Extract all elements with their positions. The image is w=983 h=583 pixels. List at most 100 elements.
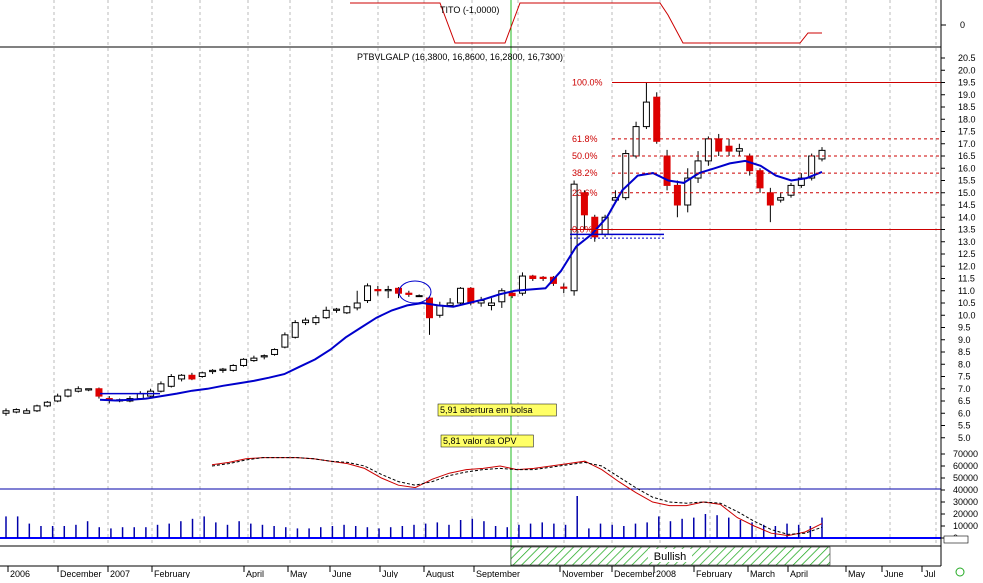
bot-ytick-label-6: 10000 <box>953 521 978 531</box>
candle <box>23 408 31 414</box>
candle <box>198 371 206 378</box>
candle-body <box>353 302 361 309</box>
candle-body <box>684 177 692 206</box>
candle <box>818 147 826 162</box>
candle-body <box>2 410 10 414</box>
candle-body <box>333 308 341 311</box>
main-ytick-label-1: 20.0 <box>958 65 976 75</box>
main-ytick-label-12: 14.5 <box>958 200 976 210</box>
main-ytick-label-17: 12.0 <box>958 261 976 271</box>
annotation-box-0 <box>437 403 557 417</box>
xtick-label-5: May <box>290 569 308 578</box>
bullish-label-bg <box>648 549 692 562</box>
annotation-text-0: 5,91 abertura em bolsa <box>440 405 533 415</box>
candle <box>777 192 785 203</box>
candle-body <box>529 275 537 279</box>
candle-body <box>23 410 31 414</box>
main-ytick-label-4: 18.5 <box>958 102 976 112</box>
candle <box>43 401 51 408</box>
main-ytick-label-8: 16.5 <box>958 151 976 161</box>
main-ytick-label-29: 6.0 <box>958 408 971 418</box>
candle-body <box>415 295 423 298</box>
candle-body <box>85 388 93 391</box>
candle <box>456 287 464 306</box>
candle <box>240 358 248 367</box>
xtick-label-16: May <box>848 569 866 578</box>
candle <box>95 387 103 399</box>
candle-body <box>704 138 712 162</box>
candle <box>219 367 227 373</box>
candle-body <box>715 138 723 152</box>
bot-ytick-label-0: 70000 <box>953 449 978 459</box>
candle-body <box>560 286 568 289</box>
candle-body <box>446 302 454 306</box>
candle <box>518 272 526 296</box>
candle-body <box>518 275 526 294</box>
candle-body <box>64 389 72 397</box>
candle <box>787 182 795 198</box>
oscillator-line-1 <box>211 457 823 535</box>
candle <box>642 82 650 130</box>
fib-level-label-2: 50.0% <box>572 151 598 161</box>
candle-body <box>322 309 330 319</box>
candle <box>735 143 743 156</box>
candle <box>704 136 712 166</box>
main-ytick-label-13: 14.0 <box>958 212 976 222</box>
main-ytick-label-7: 17.0 <box>958 139 976 149</box>
main-ytick-label-23: 9.0 <box>958 335 971 345</box>
candle <box>188 372 196 381</box>
candle <box>684 168 692 213</box>
main-ytick-label-19: 11.0 <box>958 286 975 296</box>
candle-body <box>291 322 299 338</box>
candle <box>74 386 82 393</box>
main-ytick-label-25: 8.0 <box>958 359 971 369</box>
candle <box>715 133 723 156</box>
candle-body <box>395 287 403 294</box>
main-ytick-label-16: 12.5 <box>958 249 976 259</box>
candle <box>560 283 568 294</box>
candle-body <box>818 149 826 160</box>
candle <box>2 408 10 416</box>
candle-body <box>157 383 165 392</box>
candle <box>157 381 165 393</box>
candle <box>12 408 20 414</box>
xtick-label-10: November <box>562 569 604 578</box>
tito-title: TITO (-1,0000) <box>440 5 499 15</box>
candle-body <box>632 126 640 157</box>
candle <box>250 355 258 362</box>
xtick-label-17: June <box>884 569 904 578</box>
candle-body <box>467 287 475 304</box>
xtick-label-2: 2007 <box>110 569 130 578</box>
main-ytick-label-3: 19.0 <box>958 90 976 100</box>
candle <box>343 305 351 315</box>
annotation-text-1: 5,81 valor da OPV <box>443 436 517 446</box>
candle-body <box>570 183 578 292</box>
candle-body <box>343 306 351 314</box>
main-ytick-label-9: 16.0 <box>958 163 976 173</box>
candle <box>64 388 72 398</box>
candle-body <box>188 374 196 380</box>
candle-body <box>260 355 268 358</box>
candle <box>756 168 764 193</box>
candle-body <box>43 401 51 407</box>
candle-body <box>653 96 661 142</box>
candle-body <box>219 368 227 371</box>
candle-body <box>364 285 372 302</box>
candle <box>167 374 175 388</box>
xtick-label-1: December <box>60 569 102 578</box>
candle-body <box>33 405 41 412</box>
candle-body <box>74 388 82 392</box>
xtick-label-15: April <box>790 569 808 578</box>
candle-body <box>240 358 248 366</box>
main-ytick-label-0: 20.5 <box>958 53 976 63</box>
candle-body <box>384 289 392 292</box>
xtick-label-12: 2008 <box>656 569 676 578</box>
candle <box>85 388 93 392</box>
main-ytick-label-27: 7.0 <box>958 384 971 394</box>
candle <box>539 276 547 281</box>
candle <box>364 283 372 303</box>
main-ytick-label-15: 13.0 <box>958 237 976 247</box>
candle-body <box>777 197 785 201</box>
